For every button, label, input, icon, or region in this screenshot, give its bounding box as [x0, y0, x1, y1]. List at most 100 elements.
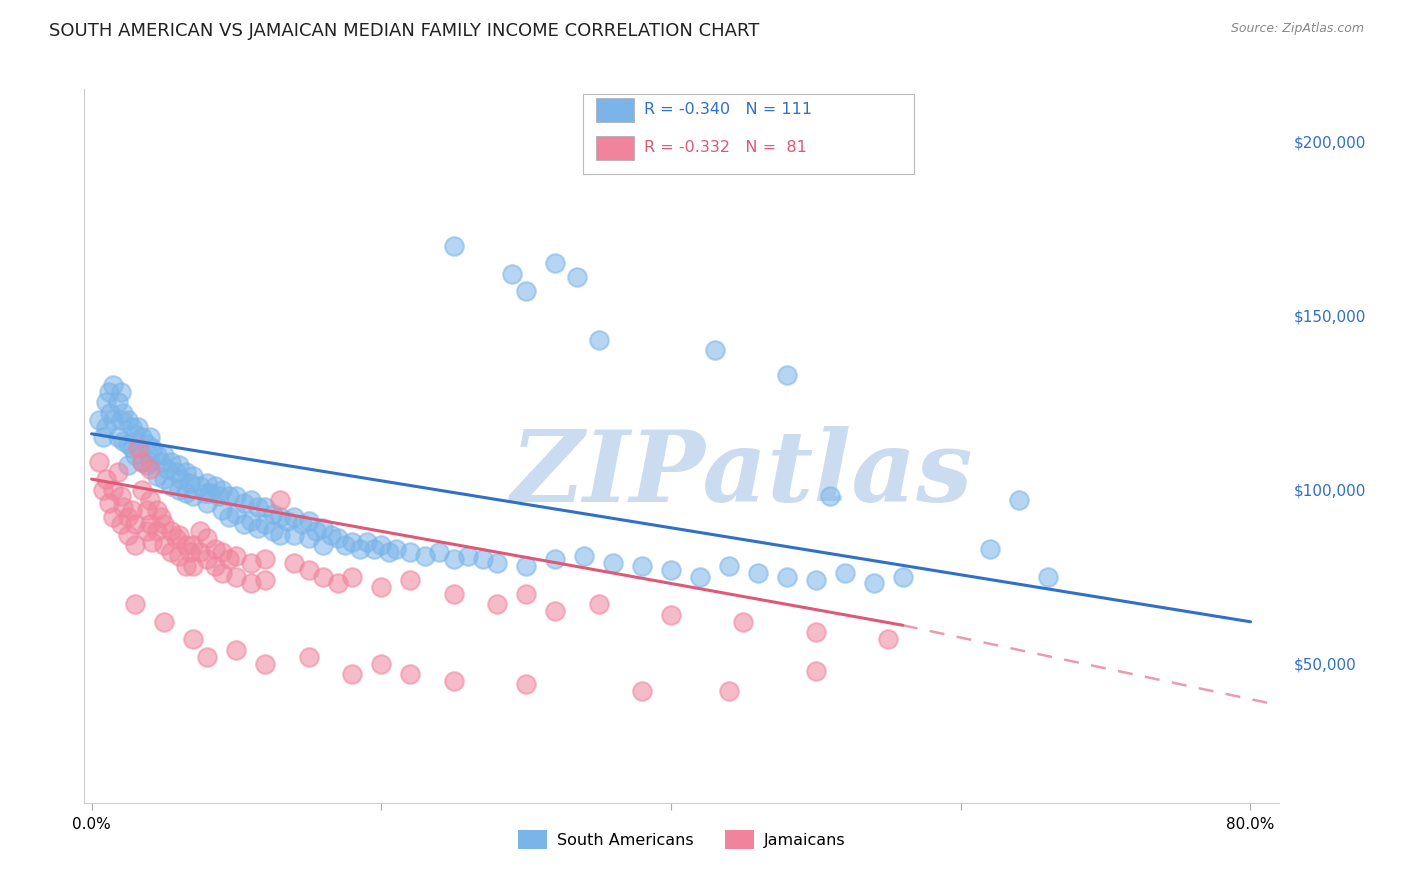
Point: [659, 563, 682, 577]
Point: [515, 587, 537, 601]
Point: [225, 507, 247, 521]
Point: [138, 517, 160, 532]
Point: [100, 406, 122, 420]
Point: [107, 395, 129, 409]
Point: [515, 284, 537, 298]
Point: [87, 455, 110, 469]
Point: [170, 472, 193, 486]
Point: [138, 430, 160, 444]
Point: [443, 587, 465, 601]
Point: [1008, 492, 1031, 507]
Point: [181, 559, 204, 574]
Point: [103, 413, 125, 427]
Point: [128, 441, 150, 455]
Point: [167, 483, 190, 497]
Point: [239, 556, 262, 570]
Point: [150, 510, 173, 524]
Point: [98, 496, 121, 510]
Point: [218, 510, 240, 524]
Point: [225, 569, 247, 583]
Point: [117, 528, 139, 542]
Point: [659, 607, 682, 622]
Point: [544, 552, 567, 566]
Point: [232, 517, 254, 532]
Point: [138, 461, 160, 475]
Point: [877, 632, 900, 647]
Point: [572, 549, 595, 563]
Point: [370, 580, 392, 594]
Point: [156, 461, 179, 475]
Point: [167, 549, 190, 563]
Point: [291, 517, 314, 532]
Point: [94, 420, 117, 434]
Point: [298, 514, 321, 528]
Point: [131, 430, 153, 444]
Point: [218, 552, 240, 566]
Point: [319, 528, 342, 542]
Point: [211, 503, 233, 517]
Point: [160, 545, 183, 559]
Point: [269, 492, 291, 507]
Point: [305, 524, 328, 539]
Point: [326, 576, 349, 591]
Point: [342, 534, 364, 549]
Point: [188, 545, 211, 559]
Point: [370, 538, 392, 552]
Point: [312, 538, 335, 552]
Point: [1036, 569, 1059, 583]
Point: [135, 503, 157, 517]
Point: [979, 541, 1001, 556]
Point: [247, 521, 270, 535]
Point: [544, 256, 567, 270]
Point: [225, 642, 247, 657]
Point: [91, 430, 114, 444]
Point: [515, 559, 537, 574]
Point: [283, 528, 305, 542]
Point: [197, 496, 219, 510]
Point: [891, 569, 914, 583]
Point: [121, 503, 143, 517]
Point: [312, 521, 335, 535]
Point: [146, 524, 169, 539]
Point: [208, 490, 231, 504]
Point: [110, 490, 132, 504]
Legend: South Americans, Jamaicans: South Americans, Jamaicans: [512, 823, 852, 855]
Point: [356, 534, 378, 549]
Point: [181, 538, 204, 552]
Point: [141, 534, 163, 549]
Point: [370, 657, 392, 671]
Point: [515, 677, 537, 691]
Point: [349, 541, 371, 556]
Point: [363, 541, 385, 556]
Point: [486, 556, 509, 570]
Point: [110, 517, 132, 532]
Point: [110, 413, 132, 427]
Point: [254, 500, 277, 514]
Point: [254, 573, 277, 587]
Point: [179, 545, 201, 559]
Point: [863, 576, 886, 591]
Point: [153, 615, 176, 629]
Point: [298, 531, 321, 545]
Point: [117, 413, 139, 427]
Point: [413, 549, 436, 563]
Point: [107, 465, 129, 479]
Point: [269, 510, 291, 524]
Point: [717, 559, 740, 574]
Point: [174, 538, 197, 552]
Point: [747, 566, 769, 580]
Point: [103, 483, 125, 497]
Point: [239, 576, 262, 591]
Point: [804, 625, 827, 640]
Point: [298, 563, 321, 577]
Point: [165, 531, 187, 545]
Point: [174, 465, 197, 479]
Point: [283, 510, 305, 524]
Point: [471, 552, 494, 566]
Point: [276, 514, 298, 528]
Point: [457, 549, 479, 563]
Point: [544, 604, 567, 618]
Point: [239, 514, 262, 528]
Point: [776, 368, 799, 382]
Point: [181, 490, 204, 504]
